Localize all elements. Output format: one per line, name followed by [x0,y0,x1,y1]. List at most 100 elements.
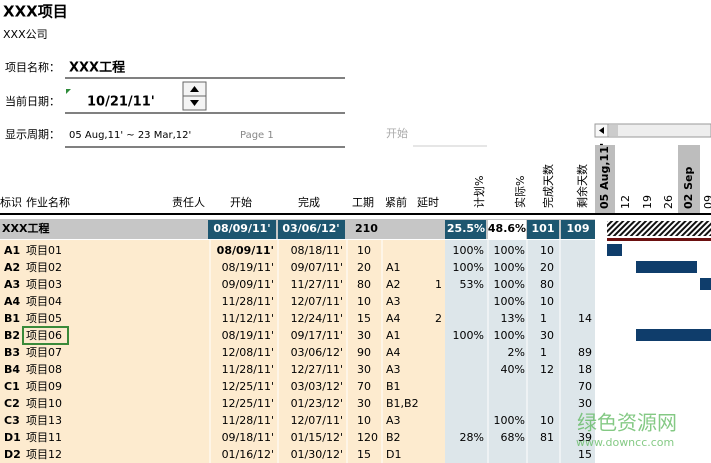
cell: 12/27/11' [291,363,343,376]
cell: 30 [540,329,554,342]
cell[interactable]: 项目09 [26,380,62,393]
cell: 08/19/11' [222,329,274,342]
grid [209,240,561,463]
cell[interactable]: 项目02 [26,261,62,274]
cell: A4 [386,312,401,325]
cell: 14 [578,312,592,325]
cell: 12 [540,363,554,376]
timeline-label: 26 [662,195,675,209]
watermark-url: www.downcc.com [576,436,674,449]
column-header: 开始 [230,195,252,209]
cell: 08/18/11' [291,244,343,257]
cell: B2 [4,329,20,342]
cell: 18 [578,363,592,376]
column-header: 计划% [473,176,486,208]
cell: 09/09/11' [222,278,274,291]
cell: B2 [386,431,401,444]
cell: 10 [357,244,371,257]
summary-bar [607,238,711,241]
cell: C3 [4,414,20,427]
cell-bg [0,240,445,463]
timeline-label: 02 Sep [682,166,695,209]
cell: 30 [357,363,371,376]
summary-cell: 03/06/12' [282,222,339,235]
cell[interactable]: 项目10 [26,397,62,410]
cell[interactable]: 项目06 [26,329,62,342]
cell: 120 [357,431,378,444]
cell: 11/28/11' [222,363,274,376]
cell: 13% [501,312,525,325]
cell: 08/19/11' [222,261,274,274]
cell: A2 [386,278,401,291]
cell: 2 [435,312,442,325]
summary-cell: 101 [532,222,555,235]
company: XXX公司 [3,28,48,41]
selection[interactable] [22,326,69,345]
cell[interactable]: 项目03 [26,278,62,291]
cell: 03/03/12' [291,380,343,393]
cell[interactable]: 项目12 [26,448,62,461]
cell: 10 [357,295,371,308]
cell: 09/18/11' [222,431,274,444]
cell: A4 [4,295,21,308]
cell: A2 [4,261,20,274]
cell: 12/24/11' [291,312,343,325]
cell: 1 [540,346,547,359]
cell[interactable]: 项目13 [26,414,62,427]
cell: 100% [494,414,525,427]
cell: A1 [4,244,20,257]
cell[interactable]: 项目11 [26,431,62,444]
cell: 80 [357,278,371,291]
comment-flag [66,89,71,94]
project-name[interactable]: XXX工程 [69,61,125,76]
spinner[interactable] [182,81,207,111]
cell: 68% [501,431,525,444]
summary-cell: 210 [355,222,378,235]
title: XXX项目 [3,3,68,21]
column-header: 工期 [352,196,374,209]
cell[interactable]: 项目04 [26,295,62,308]
cell: 89 [578,346,592,359]
cell: 15 [578,448,592,461]
cell: D2 [4,448,21,461]
cell: 100% [494,295,525,308]
scrollbar[interactable] [594,123,711,138]
cell: 80 [540,278,554,291]
current-date[interactable]: 10/21/11' [87,95,155,110]
cell: 100% [494,261,525,274]
cell: 100% [453,261,484,274]
cell: 11/28/11' [222,414,274,427]
timeline-label: 05 Aug,11' [598,143,611,209]
watermark: 绿色资源网 [577,411,677,435]
cell: C1 [4,380,20,393]
cell: 10 [357,414,371,427]
cell: 10 [540,295,554,308]
start-button[interactable]: 开始 [386,126,408,140]
cell[interactable]: 项目08 [26,363,62,376]
cell: 12/07/11' [291,414,343,427]
summary-box [488,220,526,239]
column-header: 实际% [513,176,527,208]
cell: B1 [386,380,401,393]
cell[interactable]: 项目07 [26,346,62,359]
cell: 28% [460,431,484,444]
gantt-bar [607,244,711,341]
summary-cell: 25.5% [447,222,485,235]
cell: B3 [4,346,20,359]
cell: A3 [4,278,20,291]
cell: 12/08/11' [222,346,274,359]
summary-cell: XXX工程 [2,221,49,235]
cell[interactable]: 项目05 [26,312,62,325]
cell[interactable]: 项目01 [26,244,62,257]
summary-cell: 109 [567,222,590,235]
timeline-label: 19 [641,195,654,209]
cell: 40% [501,363,525,376]
cell-bg [445,240,595,463]
cell: 09/17/11' [291,329,343,342]
cell: 11/12/11' [222,312,274,325]
timeline-label: 09 [702,195,711,209]
cell: 53% [460,278,484,291]
cell: 12/07/11' [291,295,343,308]
column-header: 完成天数 [541,164,555,208]
cell: 15 [357,312,371,325]
